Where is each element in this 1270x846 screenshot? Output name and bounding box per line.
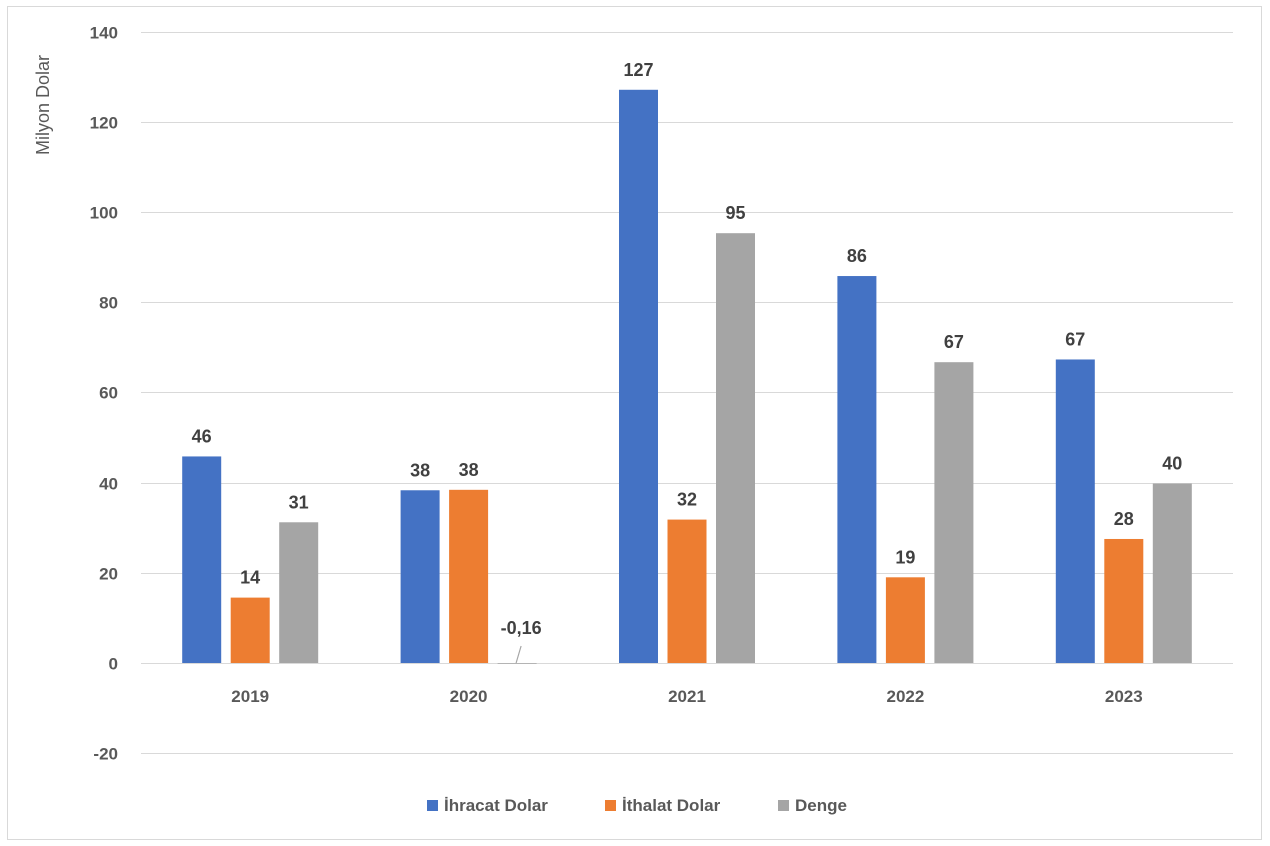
x-tick-label: 2020 (450, 687, 488, 706)
legend-label: Denge (795, 796, 847, 815)
data-label: 127 (623, 60, 653, 80)
data-label: 31 (289, 492, 309, 512)
data-label: 67 (1065, 329, 1085, 349)
y-tick-label: 20 (99, 565, 118, 584)
x-tick-label: 2021 (668, 687, 706, 706)
y-tick-label: 140 (90, 24, 118, 43)
bars (182, 90, 1192, 664)
bar (401, 490, 440, 663)
y-tick-label: 80 (99, 294, 118, 313)
bar (837, 276, 876, 663)
bar (934, 362, 973, 663)
bar (619, 90, 658, 663)
bar (231, 598, 270, 663)
bar (182, 456, 221, 663)
legend-swatch (605, 800, 616, 811)
y-tick-label: 60 (99, 384, 118, 403)
legend-label: İhracat Dolar (444, 796, 548, 815)
y-axis-title: Milyon Dolar (33, 55, 53, 155)
bar (279, 522, 318, 663)
data-label: 38 (459, 460, 479, 480)
bar (1104, 539, 1143, 663)
y-tick-label: 40 (99, 475, 118, 494)
data-label: 14 (240, 568, 260, 588)
data-label: 40 (1162, 454, 1182, 474)
x-tick-label: 2022 (886, 687, 924, 706)
data-label: 46 (192, 426, 212, 446)
bar (886, 577, 925, 663)
data-label: 67 (944, 332, 964, 352)
data-label: 19 (895, 547, 915, 567)
bar (716, 233, 755, 663)
y-tick-label: 0 (109, 655, 118, 674)
x-tick-label: 2023 (1105, 687, 1143, 706)
legend-swatch (427, 800, 438, 811)
legend-label: İthalat Dolar (622, 796, 721, 815)
data-label: 28 (1114, 509, 1134, 529)
x-tick-label: 2019 (231, 687, 269, 706)
bar (668, 520, 707, 663)
y-tick-label: -20 (93, 745, 118, 764)
data-label: -0,16 (501, 618, 542, 638)
data-label-leader (516, 646, 521, 663)
y-tick-label: 100 (90, 204, 118, 223)
legend-swatch (778, 800, 789, 811)
y-tick-label: 120 (90, 114, 118, 133)
legend: İhracat Dolar İthalat Dolar Denge (427, 796, 847, 815)
bar (1056, 359, 1095, 663)
data-label: 95 (725, 203, 745, 223)
bar (498, 663, 537, 664)
data-label: 86 (847, 246, 867, 266)
data-label: 38 (410, 460, 430, 480)
bar (449, 490, 488, 663)
data-label: 32 (677, 490, 697, 510)
bar (1153, 484, 1192, 663)
